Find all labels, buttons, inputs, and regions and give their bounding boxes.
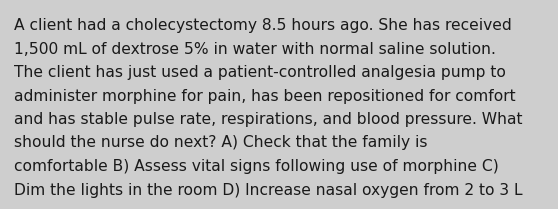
- Text: administer morphine for pain, has been repositioned for comfort: administer morphine for pain, has been r…: [14, 88, 516, 103]
- Text: and has stable pulse rate, respirations, and blood pressure. What: and has stable pulse rate, respirations,…: [14, 112, 522, 127]
- Text: 1,500 mL of dextrose 5% in water with normal saline solution.: 1,500 mL of dextrose 5% in water with no…: [14, 42, 496, 56]
- Text: A client had a cholecystectomy 8.5 hours ago. She has received: A client had a cholecystectomy 8.5 hours…: [14, 18, 512, 33]
- Text: Dim the lights in the room D) Increase nasal oxygen from 2 to 3 L: Dim the lights in the room D) Increase n…: [14, 182, 522, 198]
- Text: The client has just used a patient-controlled analgesia pump to: The client has just used a patient-contr…: [14, 65, 506, 80]
- Text: comfortable B) Assess vital signs following use of morphine C): comfortable B) Assess vital signs follow…: [14, 159, 499, 174]
- Text: should the nurse do next? A) Check that the family is: should the nurse do next? A) Check that …: [14, 135, 427, 150]
